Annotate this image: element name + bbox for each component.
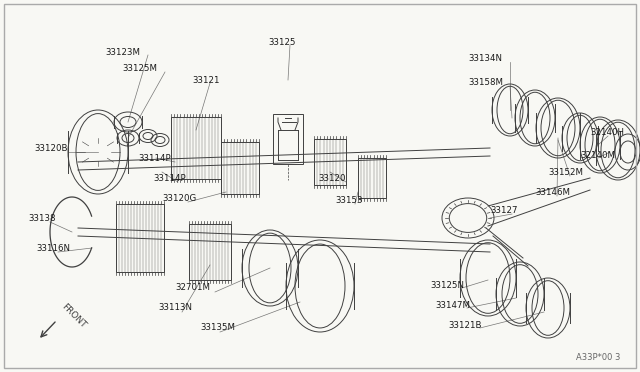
Text: 33121B: 33121B — [448, 321, 481, 330]
Text: 33138: 33138 — [28, 214, 56, 222]
Text: A33P*00 3: A33P*00 3 — [575, 353, 620, 362]
Bar — [189, 224, 231, 280]
Bar — [116, 204, 164, 272]
Text: 32701M: 32701M — [175, 283, 210, 292]
Text: 33120G: 33120G — [162, 193, 196, 202]
Text: 33123M: 33123M — [105, 48, 140, 57]
Text: 33125: 33125 — [268, 38, 296, 46]
Text: 33114P: 33114P — [138, 154, 171, 163]
Text: 33121: 33121 — [192, 76, 220, 84]
Text: 33147M: 33147M — [435, 301, 470, 310]
Text: 33152M: 33152M — [548, 167, 583, 176]
Text: 33127: 33127 — [490, 205, 518, 215]
Text: 33153: 33153 — [335, 196, 362, 205]
Text: 33116N: 33116N — [36, 244, 70, 253]
Bar — [358, 158, 386, 198]
Text: 33113N: 33113N — [158, 304, 192, 312]
Text: 32140H: 32140H — [590, 128, 624, 137]
Text: 33125M: 33125M — [122, 64, 157, 73]
Text: 33120B: 33120B — [34, 144, 67, 153]
Bar — [171, 117, 221, 179]
Bar — [273, 114, 303, 164]
Text: 33125N: 33125N — [430, 280, 464, 289]
Text: 33158M: 33158M — [468, 77, 503, 87]
Bar — [221, 142, 259, 194]
Text: 33146M: 33146M — [535, 187, 570, 196]
Text: FRONT: FRONT — [60, 302, 88, 330]
Text: 33134N: 33134N — [468, 54, 502, 62]
Text: 33120: 33120 — [318, 173, 346, 183]
Text: 33114P: 33114P — [153, 173, 186, 183]
Text: 32140M: 32140M — [580, 151, 615, 160]
Text: 33135M: 33135M — [200, 324, 235, 333]
Bar — [314, 139, 346, 185]
